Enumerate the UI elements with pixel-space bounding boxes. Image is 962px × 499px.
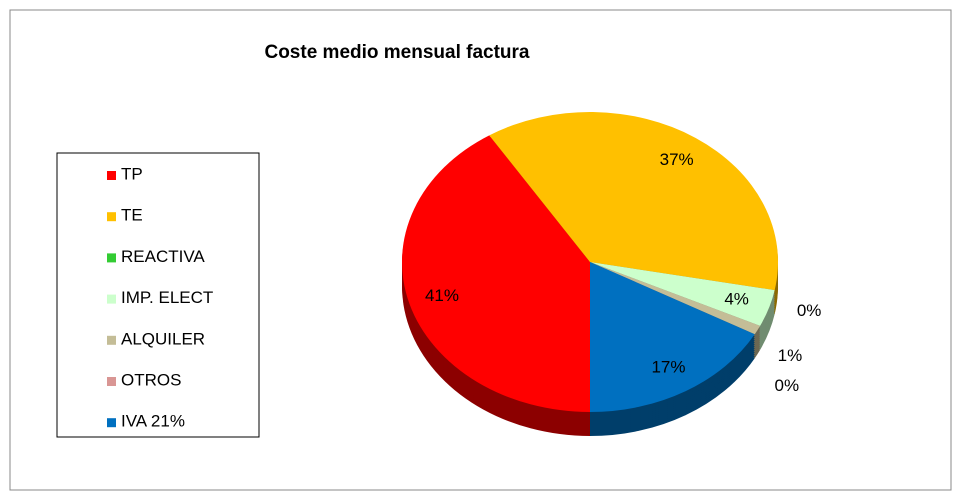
legend-swatch bbox=[107, 171, 116, 180]
legend-swatch bbox=[107, 377, 116, 386]
legend-swatch bbox=[107, 212, 116, 222]
data-label: 37% bbox=[660, 150, 694, 169]
legend-label: ALQUILER bbox=[121, 329, 205, 348]
legend-swatch bbox=[107, 335, 116, 345]
legend-swatch bbox=[107, 294, 116, 304]
legend-label: IVA 21% bbox=[121, 412, 185, 431]
data-label: 0% bbox=[775, 376, 800, 395]
legend-label: OTROS bbox=[121, 370, 181, 389]
data-label: 1% bbox=[778, 346, 803, 365]
legend-swatch bbox=[107, 418, 116, 428]
pie-tops bbox=[401, 112, 778, 413]
data-label: 4% bbox=[724, 289, 749, 308]
slice bbox=[590, 262, 755, 412]
data-label: 17% bbox=[651, 357, 685, 376]
data-label: 41% bbox=[425, 286, 459, 305]
slice bbox=[590, 262, 775, 326]
legend-label: TP bbox=[121, 164, 143, 183]
slice bbox=[590, 262, 761, 335]
chart-title: Coste medio mensual factura bbox=[264, 42, 529, 63]
slice bbox=[489, 112, 778, 291]
legend-label: REACTIVA bbox=[121, 247, 205, 266]
legend-label: IMP. ELECT bbox=[121, 288, 213, 307]
legend-box bbox=[56, 152, 260, 438]
slice bbox=[401, 135, 590, 413]
legend-label: TE bbox=[121, 206, 143, 225]
data-label: 0% bbox=[797, 301, 822, 320]
legend-swatch bbox=[107, 253, 116, 263]
